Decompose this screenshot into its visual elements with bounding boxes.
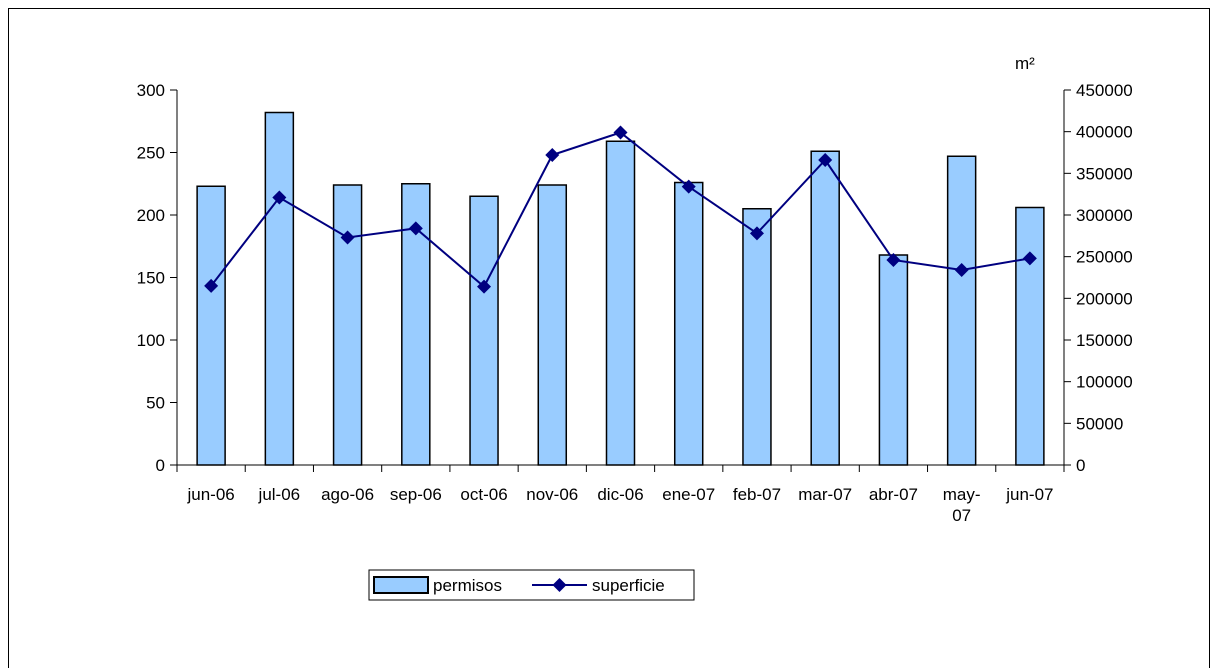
bar-mar-07 xyxy=(810,150,840,466)
legend-swatch-permisos xyxy=(373,576,429,594)
superficie-marker-jul-06 xyxy=(272,190,287,205)
x-tick-label-jun-06: jun-06 xyxy=(186,485,234,504)
superficie-marker-sep-06 xyxy=(408,221,423,236)
bar-jun-06 xyxy=(196,185,226,466)
superficie-marker-dic-06 xyxy=(613,125,628,140)
bar-feb-07 xyxy=(742,208,772,466)
left-tick-label-0: 0 xyxy=(156,456,165,475)
bar-ago-06 xyxy=(332,184,363,466)
x-tick-label-nov-06: nov-06 xyxy=(526,485,578,504)
superficie-marker-ago-06 xyxy=(340,230,355,245)
bar-ene-07 xyxy=(673,181,704,466)
superficie-series xyxy=(204,125,1037,294)
superficie-marker-oct-06 xyxy=(477,279,492,294)
bar-jun-07 xyxy=(1015,206,1045,466)
x-tick-label-oct-06: oct-06 xyxy=(460,485,507,504)
superficie-marker-abr-07 xyxy=(886,253,901,267)
x-tick-label-jun-07: jun-07 xyxy=(1005,485,1053,504)
x-tick-label-ago-06: ago-06 xyxy=(321,485,374,504)
bar-abr-07 xyxy=(878,254,909,466)
x-tick-label-abr-07: abr-07 xyxy=(869,485,918,504)
bar-nov-06 xyxy=(537,184,568,466)
superficie-marker-mar-07 xyxy=(818,153,833,167)
ticks-group: 0 50 100 150 200 250 300 0 50000 100000 150000 2000… xyxy=(137,81,1133,525)
right-tick-label-400000: 400000 xyxy=(1076,123,1133,142)
superficie-marker-feb-07 xyxy=(749,226,764,241)
bars-group xyxy=(196,111,1045,466)
left-tick-label-250: 250 xyxy=(137,144,165,163)
superficie-marker-jun-06 xyxy=(204,278,219,293)
left-tick-label-100: 100 xyxy=(137,331,165,350)
legend: permisos superficie xyxy=(368,569,695,601)
superficie-marker-nov-06 xyxy=(545,148,560,162)
bar-may-07 xyxy=(946,155,977,466)
bar-jul-06 xyxy=(264,111,295,466)
right-tick-label-150000: 150000 xyxy=(1076,331,1133,350)
x-tick-label-may-07-line1: may- xyxy=(943,485,981,504)
right-axis-unit-label: m² xyxy=(1015,54,1035,73)
left-tick-label-300: 300 xyxy=(137,81,165,100)
x-tick-label-dic-06: dic-06 xyxy=(597,485,643,504)
x-tick-label-sep-06: sep-06 xyxy=(390,485,442,504)
right-tick-label-200000: 200000 xyxy=(1076,289,1133,308)
right-tick-label-300000: 300000 xyxy=(1076,206,1133,225)
right-tick-label-450000: 450000 xyxy=(1076,81,1133,100)
chart-frame xyxy=(8,8,1210,668)
legend-label-permisos: permisos xyxy=(433,576,502,595)
x-tick-label-may-07-line2: 07 xyxy=(952,506,971,525)
superficie-marker-may-07 xyxy=(954,263,969,277)
x-tick-label-feb-07: feb-07 xyxy=(733,485,781,504)
right-tick-label-100000: 100000 xyxy=(1076,373,1133,392)
x-tick-label-ene-07: ene-07 xyxy=(662,485,715,504)
left-tick-label-150: 150 xyxy=(137,269,165,288)
bar-oct-06 xyxy=(469,195,499,466)
x-tick-label-mar-07: mar-07 xyxy=(798,485,852,504)
right-tick-label-250000: 250000 xyxy=(1076,248,1133,267)
legend-label-superficie: superficie xyxy=(592,576,665,595)
x-tick-label-jul-06: jul-06 xyxy=(258,485,301,504)
superficie-marker-jun-07 xyxy=(1022,251,1037,266)
right-tick-label-350000: 350000 xyxy=(1076,164,1133,183)
right-tick-label-0: 0 xyxy=(1076,456,1085,475)
bar-dic-06 xyxy=(605,140,636,466)
left-tick-label-200: 200 xyxy=(137,206,165,225)
right-tick-label-50000: 50000 xyxy=(1076,414,1123,433)
legend-marker-superficie xyxy=(552,578,567,592)
left-tick-label-50: 50 xyxy=(146,394,165,413)
superficie-marker-ene-07 xyxy=(681,179,696,194)
